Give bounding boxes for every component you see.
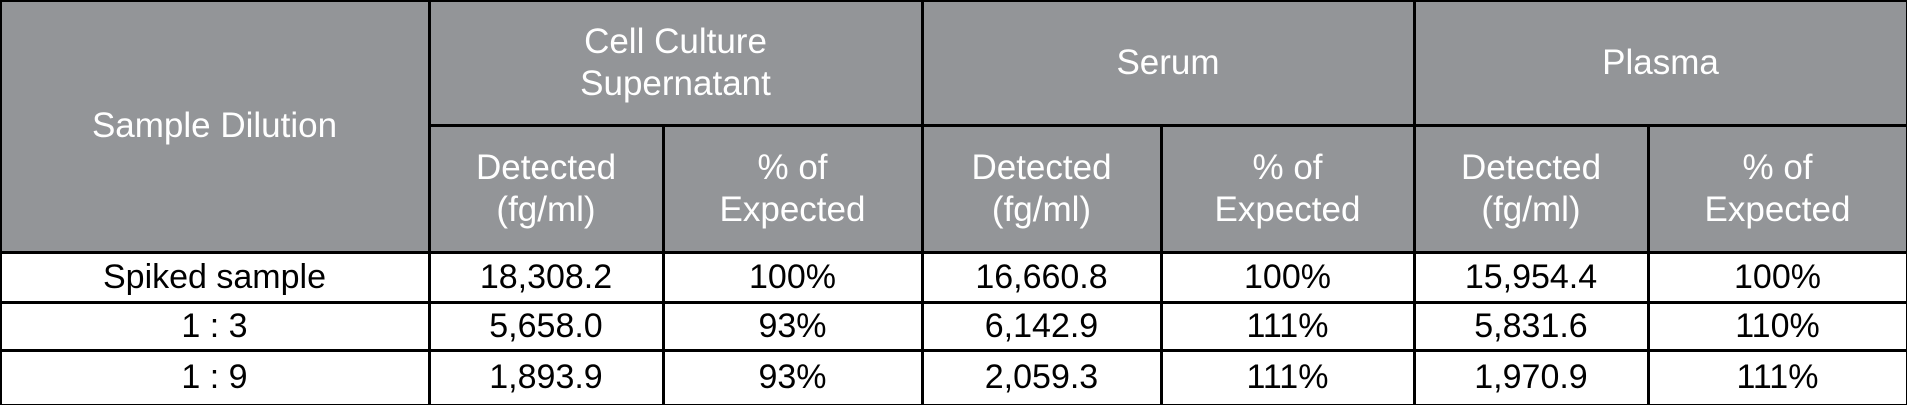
column-header-cell: % of Expected	[664, 126, 921, 251]
table-value-cell: 5,658.0	[430, 303, 662, 349]
table-value-cell: 110%	[1649, 303, 1906, 349]
table-value: 111%	[1246, 358, 1329, 397]
row-label-cell: Spiked sample	[1, 253, 428, 301]
row-label: 1 : 9	[181, 358, 248, 397]
corner-header: Sample Dilution	[91, 106, 338, 146]
table-value: 100%	[749, 257, 836, 296]
column-header-cell: Detected (fg/ml)	[923, 126, 1160, 251]
table-value-cell: 18,308.2	[430, 253, 662, 301]
table-value-cell: 100%	[664, 253, 921, 301]
table-value: 93%	[758, 306, 827, 345]
table-value-cell: 16,660.8	[923, 253, 1160, 301]
table-value-cell: 100%	[1649, 253, 1906, 301]
corner-header-cell: Sample Dilution	[1, 1, 428, 251]
table-value-cell: 111%	[1162, 303, 1413, 349]
column-header-cell: Detected (fg/ml)	[1415, 126, 1647, 251]
table-value: 6,142.9	[984, 306, 1099, 345]
column-header: Detected (fg/ml)	[971, 148, 1112, 229]
column-header: % of Expected	[1214, 148, 1361, 229]
table-value-cell: 6,142.9	[923, 303, 1160, 349]
table-value-cell: 93%	[664, 351, 921, 404]
group-header: Serum	[1116, 42, 1220, 82]
table-value: 16,660.8	[975, 257, 1108, 296]
column-header-cell: Detected (fg/ml)	[430, 126, 662, 251]
table-value-cell: 5,831.6	[1415, 303, 1647, 349]
table-value-cell: 111%	[1649, 351, 1906, 404]
table-value: 111%	[1736, 358, 1819, 397]
column-header-cell: % of Expected	[1649, 126, 1906, 251]
column-header: % of Expected	[1704, 148, 1851, 229]
table-value: 100%	[1244, 257, 1331, 296]
table-value: 111%	[1246, 306, 1329, 345]
group-header: Cell Culture Supernatant	[580, 22, 771, 103]
table-value: 5,658.0	[489, 306, 603, 345]
table-value-cell: 1,970.9	[1415, 351, 1647, 404]
column-header-cell: % of Expected	[1162, 126, 1413, 251]
table-value-cell: 2,059.3	[923, 351, 1160, 404]
table-value-cell: 1,893.9	[430, 351, 662, 404]
table-value-cell: 111%	[1162, 351, 1413, 404]
table-value: 110%	[1735, 306, 1820, 345]
row-label-cell: 1 : 9	[1, 351, 428, 404]
table-value: 2,059.3	[984, 358, 1099, 397]
column-header: Detected (fg/ml)	[1460, 148, 1602, 229]
table-value: 1,970.9	[1474, 358, 1588, 397]
table-value: 100%	[1734, 257, 1821, 296]
table-value-cell: 93%	[664, 303, 921, 349]
group-header: Plasma	[1602, 42, 1719, 82]
table-value-cell: 100%	[1162, 253, 1413, 301]
column-header: Detected (fg/ml)	[475, 148, 617, 229]
group-header-cell: Cell Culture Supernatant	[430, 1, 921, 124]
group-header-cell: Plasma	[1415, 1, 1906, 124]
table-value: 93%	[758, 358, 827, 397]
table-value: 5,831.6	[1474, 306, 1588, 345]
table-value: 18,308.2	[479, 257, 613, 296]
group-header-cell: Serum	[923, 1, 1413, 124]
column-header: % of Expected	[719, 148, 866, 229]
table-value: 15,954.4	[1464, 257, 1598, 296]
table-value-cell: 15,954.4	[1415, 253, 1647, 301]
row-label: 1 : 3	[181, 306, 248, 345]
table-value: 1,893.9	[489, 358, 603, 397]
row-label-cell: 1 : 3	[1, 303, 428, 349]
row-label: Spiked sample	[102, 257, 326, 296]
